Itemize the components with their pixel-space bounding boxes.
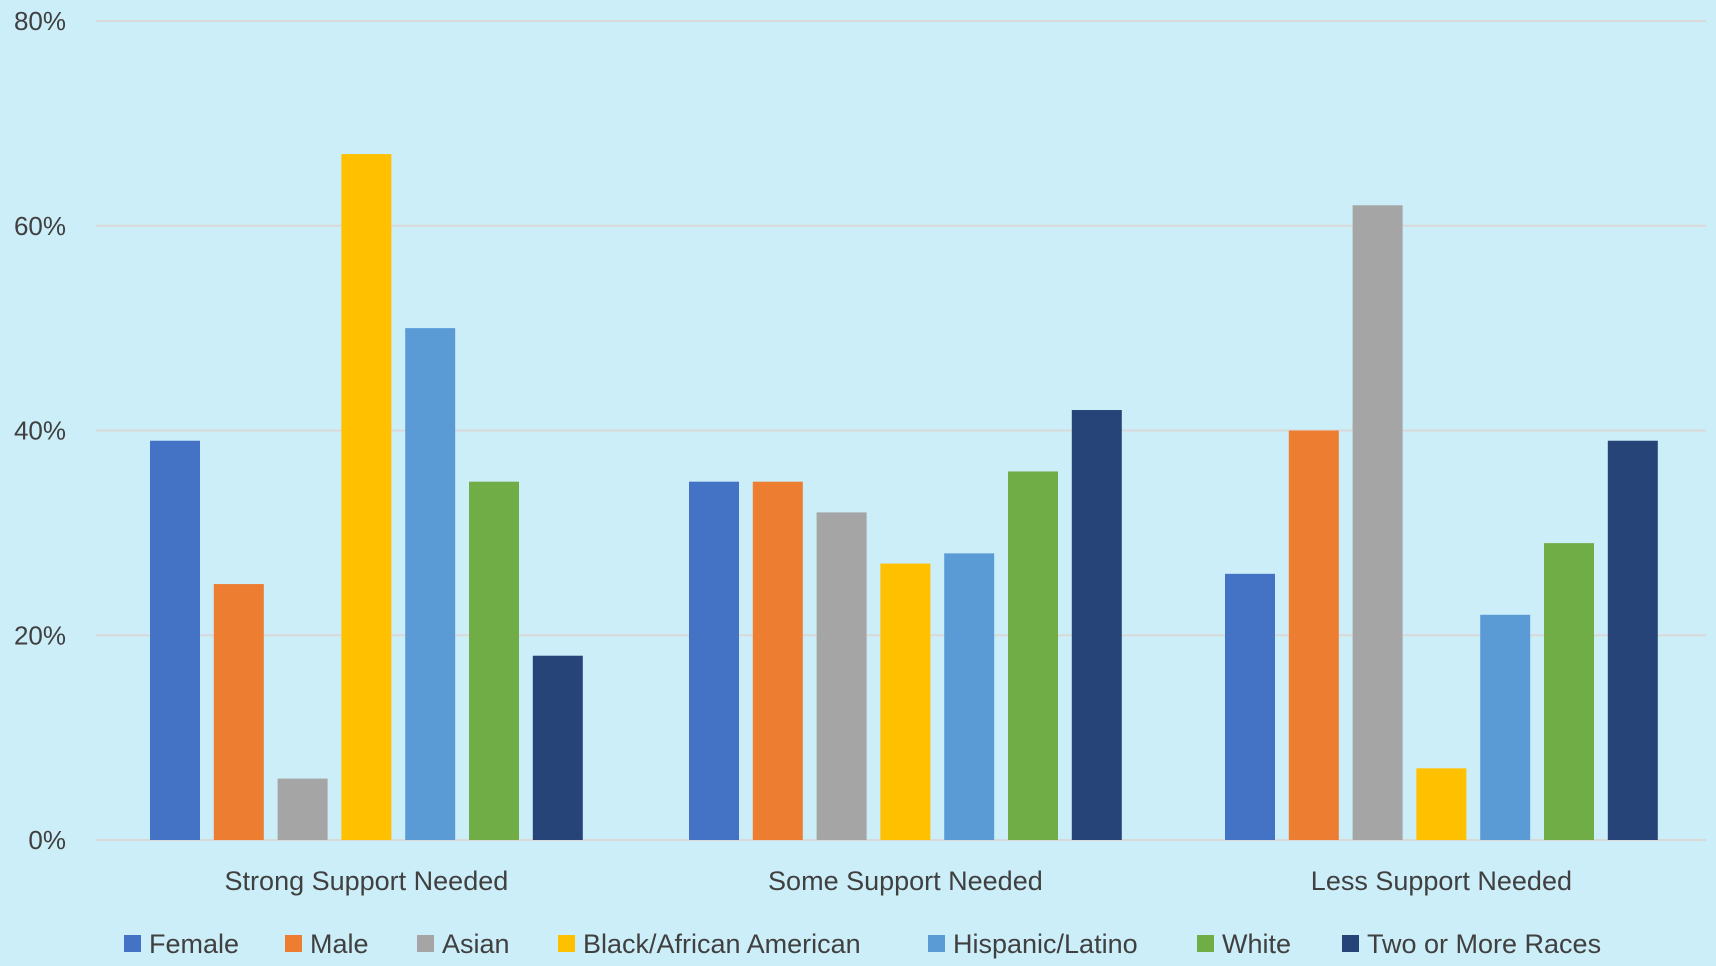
legend-swatch xyxy=(285,935,302,952)
legend-label: Two or More Races xyxy=(1367,929,1601,959)
bar-two-or-more-races-1 xyxy=(1071,410,1122,840)
x-axis-ticks: Strong Support Needed Some Support Needed… xyxy=(225,866,1572,896)
bar-asian-2 xyxy=(1352,205,1403,840)
x-tick-label: Less Support Needed xyxy=(1311,866,1572,896)
legend-label: White xyxy=(1222,929,1291,959)
y-tick-label: 20% xyxy=(14,620,66,650)
legend-swatch xyxy=(558,935,575,952)
legend-swatch xyxy=(1342,935,1359,952)
legend-swatch xyxy=(124,935,141,952)
bar-black-african-american-1 xyxy=(880,563,931,840)
legend-swatch xyxy=(417,935,434,952)
legend-label: Black/African American xyxy=(583,929,861,959)
bar-hispanic-latino-2 xyxy=(1480,614,1531,840)
x-tick-label: Strong Support Needed xyxy=(225,866,509,896)
y-tick-label: 40% xyxy=(14,416,66,446)
bar-male-2 xyxy=(1288,430,1339,840)
bar-male-1 xyxy=(752,481,803,840)
bar-female-1 xyxy=(689,481,739,840)
y-tick-label: 60% xyxy=(14,211,66,241)
legend-label: Female xyxy=(149,929,239,959)
legend-label: Asian xyxy=(442,929,510,959)
bar-male-0 xyxy=(213,584,264,840)
y-tick-label: 80% xyxy=(14,6,66,36)
x-tick-label: Some Support Needed xyxy=(768,866,1043,896)
legend-label: Male xyxy=(310,929,369,959)
bar-female-0 xyxy=(150,440,200,840)
bar-two-or-more-races-0 xyxy=(532,655,583,840)
bar-asian-0 xyxy=(277,778,328,840)
bar-two-or-more-races-2 xyxy=(1607,440,1658,840)
legend-swatch xyxy=(928,935,945,952)
legend-label: Hispanic/Latino xyxy=(953,929,1138,959)
bars xyxy=(150,154,1658,840)
y-tick-label: 0% xyxy=(28,825,66,855)
bar-hispanic-latino-1 xyxy=(944,553,995,840)
bar-female-2 xyxy=(1225,573,1275,840)
bar-black-african-american-2 xyxy=(1416,768,1467,840)
legend-swatch xyxy=(1197,935,1214,952)
bar-asian-1 xyxy=(816,512,867,840)
bar-white-1 xyxy=(1008,471,1058,840)
bar-hispanic-latino-0 xyxy=(405,328,456,840)
y-axis-ticks: 0% 20% 40% 60% 80% xyxy=(14,6,66,855)
bar-white-2 xyxy=(1544,543,1594,840)
legend: Female Male Asian Black/African American His… xyxy=(124,929,1601,959)
bar-black-african-american-0 xyxy=(341,154,392,840)
bar-white-0 xyxy=(469,481,519,840)
